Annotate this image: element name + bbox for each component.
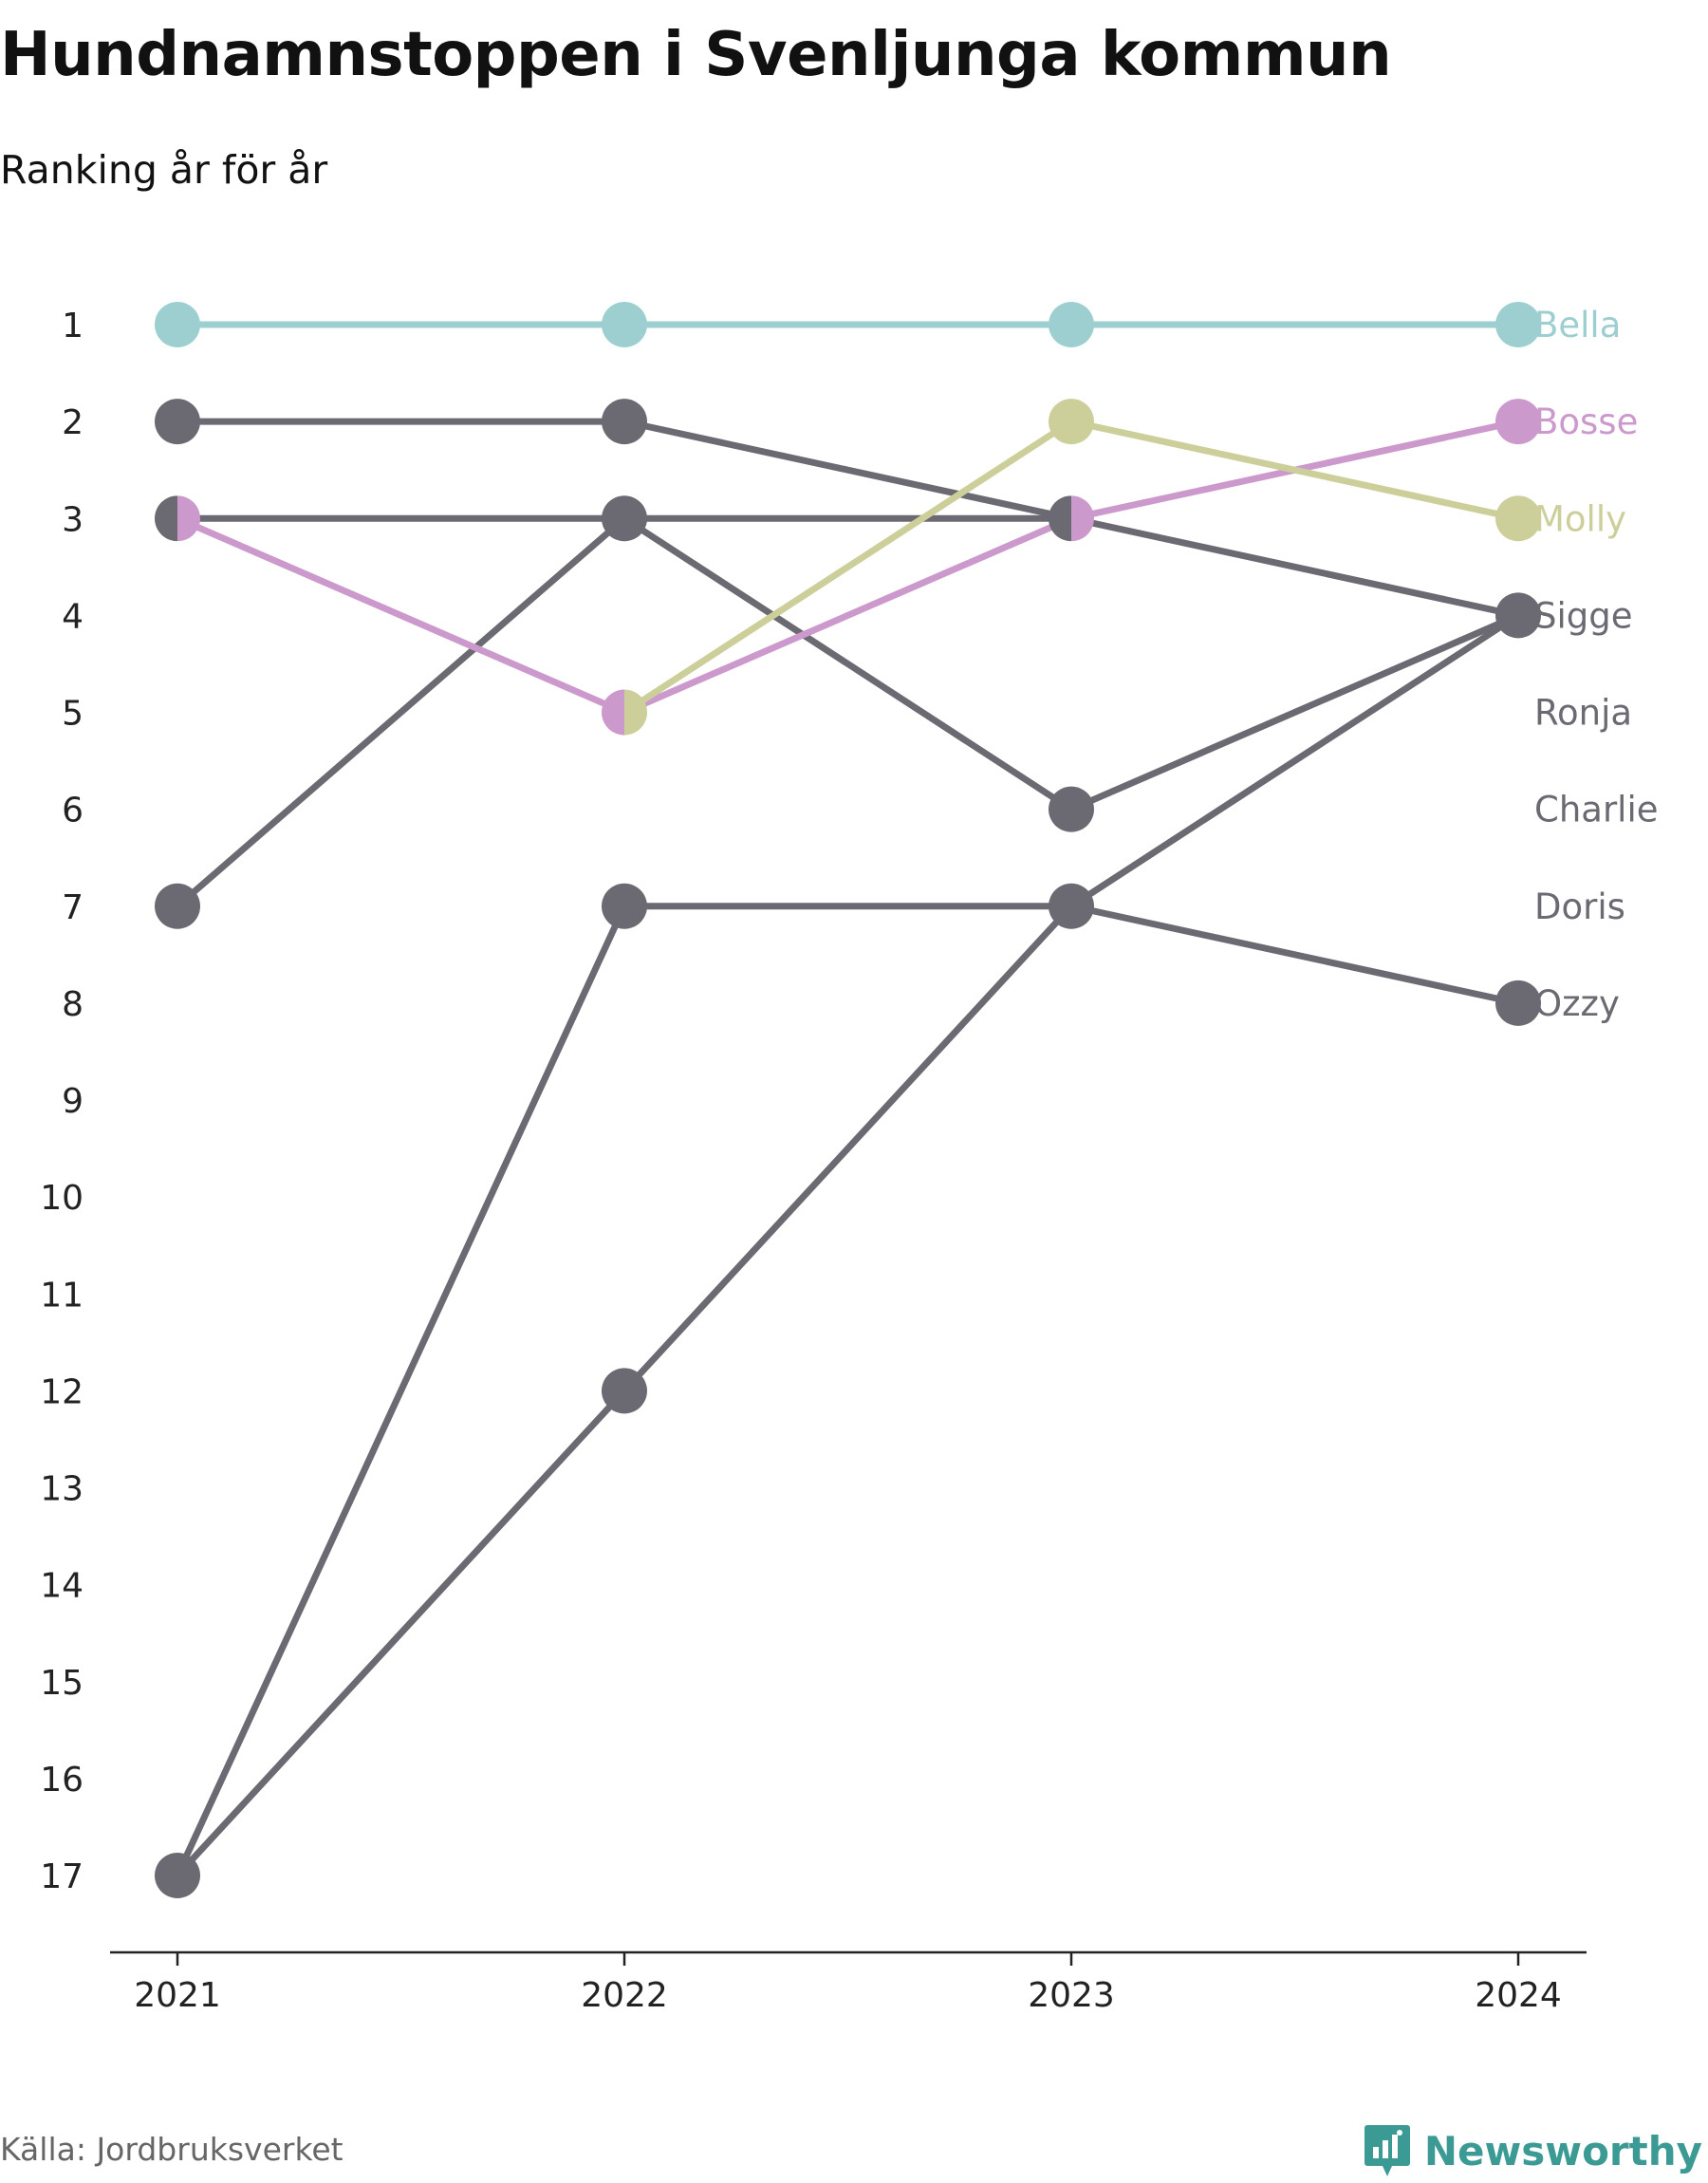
end-labels: Bella Bosse Molly Sigge Ronja Charlie Doris Ozz…	[1534, 305, 1659, 1024]
data-point-charlie	[155, 883, 200, 929]
data-point-ozzy	[1495, 980, 1541, 1026]
data-point-bella	[602, 302, 647, 347]
data-point-molly	[1495, 495, 1541, 542]
data-point-shared	[1049, 495, 1094, 542]
series-label-bella: Bella	[1534, 305, 1621, 345]
y-tick-label: 7	[62, 888, 84, 927]
y-tick-label: 8	[62, 985, 84, 1024]
series-label-bosse: Bosse	[1534, 401, 1638, 442]
y-tick-label: 11	[40, 1276, 84, 1315]
x-axis: 2021 2022 2023 2024	[110, 1950, 1587, 2015]
y-tick-label: 15	[40, 1664, 84, 1703]
data-point-ozzy	[1049, 883, 1094, 929]
series-line-sigge	[174, 418, 1522, 619]
y-tick-label: 14	[40, 1567, 84, 1606]
data-point-sigge	[602, 399, 647, 445]
x-tick-label: 2023	[1028, 1976, 1115, 2015]
data-point-ozzy	[602, 883, 647, 929]
data-point-half	[1071, 495, 1094, 542]
newsworthy-logo-icon	[1364, 2125, 1410, 2176]
source-note: Källa: Jordbruksverket	[0, 2131, 343, 2168]
series-label-charlie: Charlie	[1534, 790, 1659, 830]
data-point-bella	[155, 302, 200, 347]
brand-logo: Newsworthy	[1364, 2123, 1702, 2178]
data-point-bella	[1049, 302, 1094, 347]
y-tick-label: 10	[40, 1179, 84, 1218]
data-point-charlie	[1049, 786, 1094, 832]
data-point-doris	[1495, 592, 1541, 639]
data-point-sigge	[155, 399, 200, 445]
data-point-half	[177, 495, 200, 542]
y-tick-label: 13	[40, 1470, 84, 1509]
data-point-bella	[1495, 302, 1541, 347]
x-tick-label: 2024	[1475, 1976, 1562, 2015]
series-label-ozzy: Ozzy	[1534, 983, 1620, 1024]
y-tick-label: 2	[62, 403, 84, 442]
data-point-charlie	[602, 495, 647, 542]
data-point-half	[155, 495, 177, 542]
y-tick-label: 3	[62, 500, 84, 539]
data-point-bosse	[1495, 399, 1541, 445]
series-label-molly: Molly	[1534, 498, 1626, 539]
series-line-charlie	[174, 514, 1522, 910]
y-tick-label: 9	[62, 1082, 84, 1121]
y-tick-label: 6	[62, 792, 84, 830]
chart-title: Hundnamnstoppen i Svenljunga kommun	[0, 20, 1392, 90]
y-tick-label: 12	[40, 1372, 84, 1411]
y-tick-label: 16	[40, 1761, 84, 1800]
series-line-molly	[621, 418, 1522, 716]
data-point-half	[1049, 495, 1071, 542]
series-line-ozzy	[174, 903, 1522, 1879]
y-tick-label: 4	[62, 597, 84, 636]
data-point-shared	[602, 689, 647, 736]
x-tick-label: 2022	[581, 1976, 668, 2015]
series-points	[155, 302, 1541, 1898]
y-tick-label: 17	[40, 1857, 84, 1896]
data-point-molly	[1049, 399, 1094, 445]
data-point-doris	[602, 1368, 647, 1414]
series-line-doris	[174, 611, 1522, 1879]
series-lines	[174, 321, 1522, 1879]
brand-name: Newsworthy	[1423, 2127, 1702, 2174]
chart-subtitle: Ranking år för år	[0, 147, 328, 193]
y-tick-label: 1	[62, 307, 84, 345]
x-tick-label: 2021	[134, 1976, 221, 2015]
series-label-ronja: Ronja	[1534, 693, 1632, 734]
data-point-shared	[155, 495, 200, 542]
data-point-half	[602, 689, 624, 736]
series-label-sigge: Sigge	[1534, 595, 1633, 636]
data-point-ozzy	[155, 1853, 200, 1898]
y-tick-label: 5	[62, 695, 84, 734]
series-label-doris: Doris	[1534, 886, 1625, 927]
